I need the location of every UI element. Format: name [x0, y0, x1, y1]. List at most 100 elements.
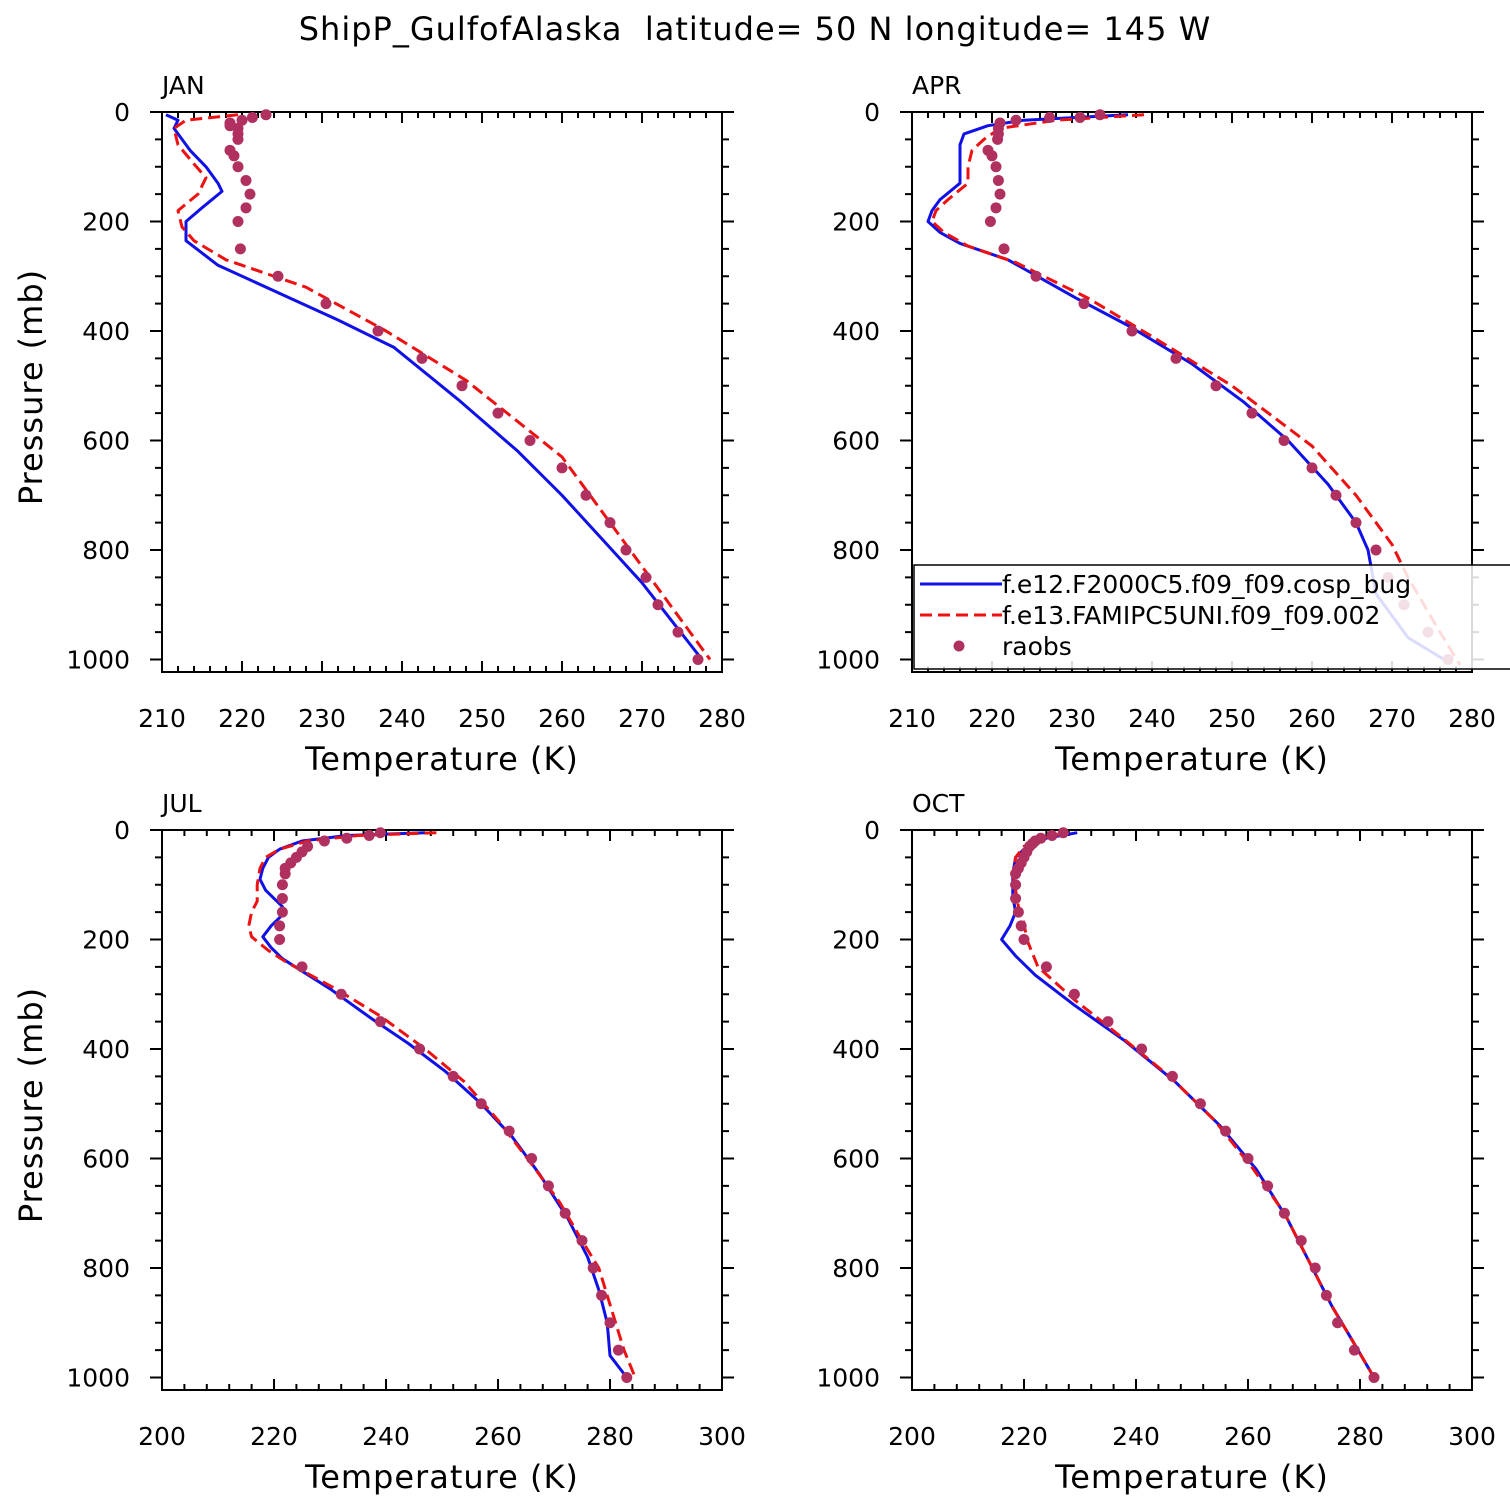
- raobs-point: [1242, 1153, 1254, 1164]
- y-tick-label: 1000: [66, 1364, 130, 1393]
- x-tick-label: 270: [1368, 704, 1416, 733]
- x-tick-label: 200: [888, 1422, 936, 1451]
- x-tick-label: 220: [218, 704, 266, 733]
- raobs-point: [447, 1070, 459, 1082]
- raobs-point: [604, 1317, 616, 1329]
- raobs-point: [232, 216, 244, 227]
- y-tick-label: 400: [832, 1035, 880, 1064]
- raobs-point: [1057, 827, 1069, 839]
- raobs-point: [234, 243, 246, 255]
- series-line-f-e13-famipc5uni-f09-f09-002: [247, 831, 637, 1379]
- raobs-point: [990, 161, 1002, 173]
- raobs-point: [612, 1344, 624, 1356]
- x-tick-label: 280: [698, 704, 746, 733]
- raobs-point: [526, 1153, 538, 1164]
- raobs-point: [1078, 298, 1090, 310]
- x-tick-label: 250: [1208, 704, 1256, 733]
- raobs-point: [1012, 906, 1024, 918]
- x-tick-label: 300: [698, 1422, 746, 1451]
- raobs-point: [246, 111, 258, 123]
- x-tick-label: 220: [250, 1422, 298, 1451]
- raobs-point: [542, 1180, 554, 1192]
- raobs-point: [990, 202, 1002, 214]
- panel-jan: 210 220 230 240 250 260 270 280 0 200 400 600 800 100…: [12, 71, 746, 778]
- x-tick-label: 220: [968, 704, 1016, 733]
- raobs-point: [640, 571, 652, 583]
- raobs-point: [1278, 435, 1290, 446]
- x-axis-label: Temperature (K): [304, 1458, 579, 1496]
- raobs-point: [1220, 1125, 1232, 1137]
- raobs-point: [1010, 892, 1022, 904]
- x-tick-label: 260: [1288, 704, 1336, 733]
- y-tick-label: 600: [82, 1145, 130, 1174]
- y-tick-label: 0: [864, 816, 880, 845]
- raobs-point: [374, 1016, 386, 1028]
- y-tick-label: 200: [82, 926, 130, 955]
- raobs-point: [692, 654, 704, 665]
- panel-title: JUL: [160, 789, 202, 818]
- raobs-point: [335, 988, 347, 1000]
- y-tick-label: 1000: [66, 646, 130, 675]
- raobs-point: [1010, 879, 1022, 891]
- raobs-point: [374, 827, 386, 839]
- raobs-point: [372, 325, 384, 337]
- series-line-f-e13-famipc5uni-f09-f09-002: [930, 113, 1462, 666]
- raobs-point: [652, 599, 664, 611]
- raobs-point: [1306, 462, 1318, 474]
- y-tick-label: 800: [82, 536, 130, 565]
- raobs-point: [414, 1043, 426, 1055]
- panel-title: OCT: [912, 789, 965, 818]
- series-line-f-e12-f2000c5-f09-f09-cosp-bug: [165, 113, 704, 661]
- legend-label-raobs: raobs: [1002, 632, 1072, 661]
- raobs-point: [556, 462, 568, 474]
- x-tick-label: 240: [1112, 1422, 1160, 1451]
- raobs-point: [1030, 270, 1042, 282]
- legend-box: [913, 564, 1510, 670]
- raobs-point: [992, 133, 1004, 145]
- series-line-f-e12-f2000c5-f09-f09-cosp-bug: [258, 831, 628, 1379]
- raobs-point: [272, 270, 284, 282]
- raobs-point: [1262, 1180, 1274, 1192]
- raobs-point: [1094, 109, 1106, 121]
- raobs-point: [276, 906, 288, 918]
- raobs-point: [1068, 988, 1080, 1000]
- panel-apr: 210 220 230 240 250 260 270 280 0 200 400 600 800 100…: [816, 71, 1510, 778]
- raobs-point: [1350, 517, 1362, 529]
- x-tick-label: 280: [1336, 1422, 1384, 1451]
- raobs-point: [236, 114, 248, 126]
- legend: f.e12.F2000C5.f09_f09.cosp_bugf.e13.FAMI…: [913, 564, 1510, 670]
- panel-title: APR: [912, 71, 962, 100]
- raobs-point: [621, 1372, 633, 1383]
- y-tick-label: 0: [114, 98, 130, 127]
- raobs-point: [1074, 111, 1086, 123]
- raobs-point: [576, 1235, 588, 1247]
- legend-marker-raobs: [953, 640, 965, 652]
- raobs-point: [1309, 1262, 1321, 1274]
- raobs-point: [475, 1098, 487, 1110]
- raobs-point: [1278, 1207, 1290, 1219]
- figure-title: ShipP_GulfofAlaska latitude= 50 N longit…: [298, 10, 1212, 48]
- x-tick-label: 300: [1448, 1422, 1496, 1451]
- raobs-point: [228, 150, 240, 162]
- raobs-point: [492, 407, 504, 419]
- raobs-point: [1136, 1043, 1148, 1055]
- raobs-point: [1010, 868, 1022, 880]
- raobs-point: [318, 835, 330, 847]
- raobs-point: [1166, 1070, 1178, 1082]
- series-group: [247, 827, 637, 1383]
- y-tick-label: 400: [82, 317, 130, 346]
- raobs-point: [276, 892, 288, 904]
- raobs-point: [604, 517, 616, 529]
- raobs-point: [1320, 1289, 1332, 1301]
- y-tick-label: 600: [832, 1145, 880, 1174]
- raobs-point: [260, 109, 272, 121]
- y-tick-label: 200: [832, 926, 880, 955]
- raobs-point: [456, 380, 468, 392]
- raobs-point: [672, 626, 684, 638]
- raobs-point: [232, 133, 244, 145]
- x-tick-label: 240: [378, 704, 426, 733]
- raobs-point: [1332, 1317, 1344, 1329]
- raobs-point: [1330, 489, 1342, 501]
- x-tick-label: 270: [618, 704, 666, 733]
- raobs-point: [587, 1262, 599, 1274]
